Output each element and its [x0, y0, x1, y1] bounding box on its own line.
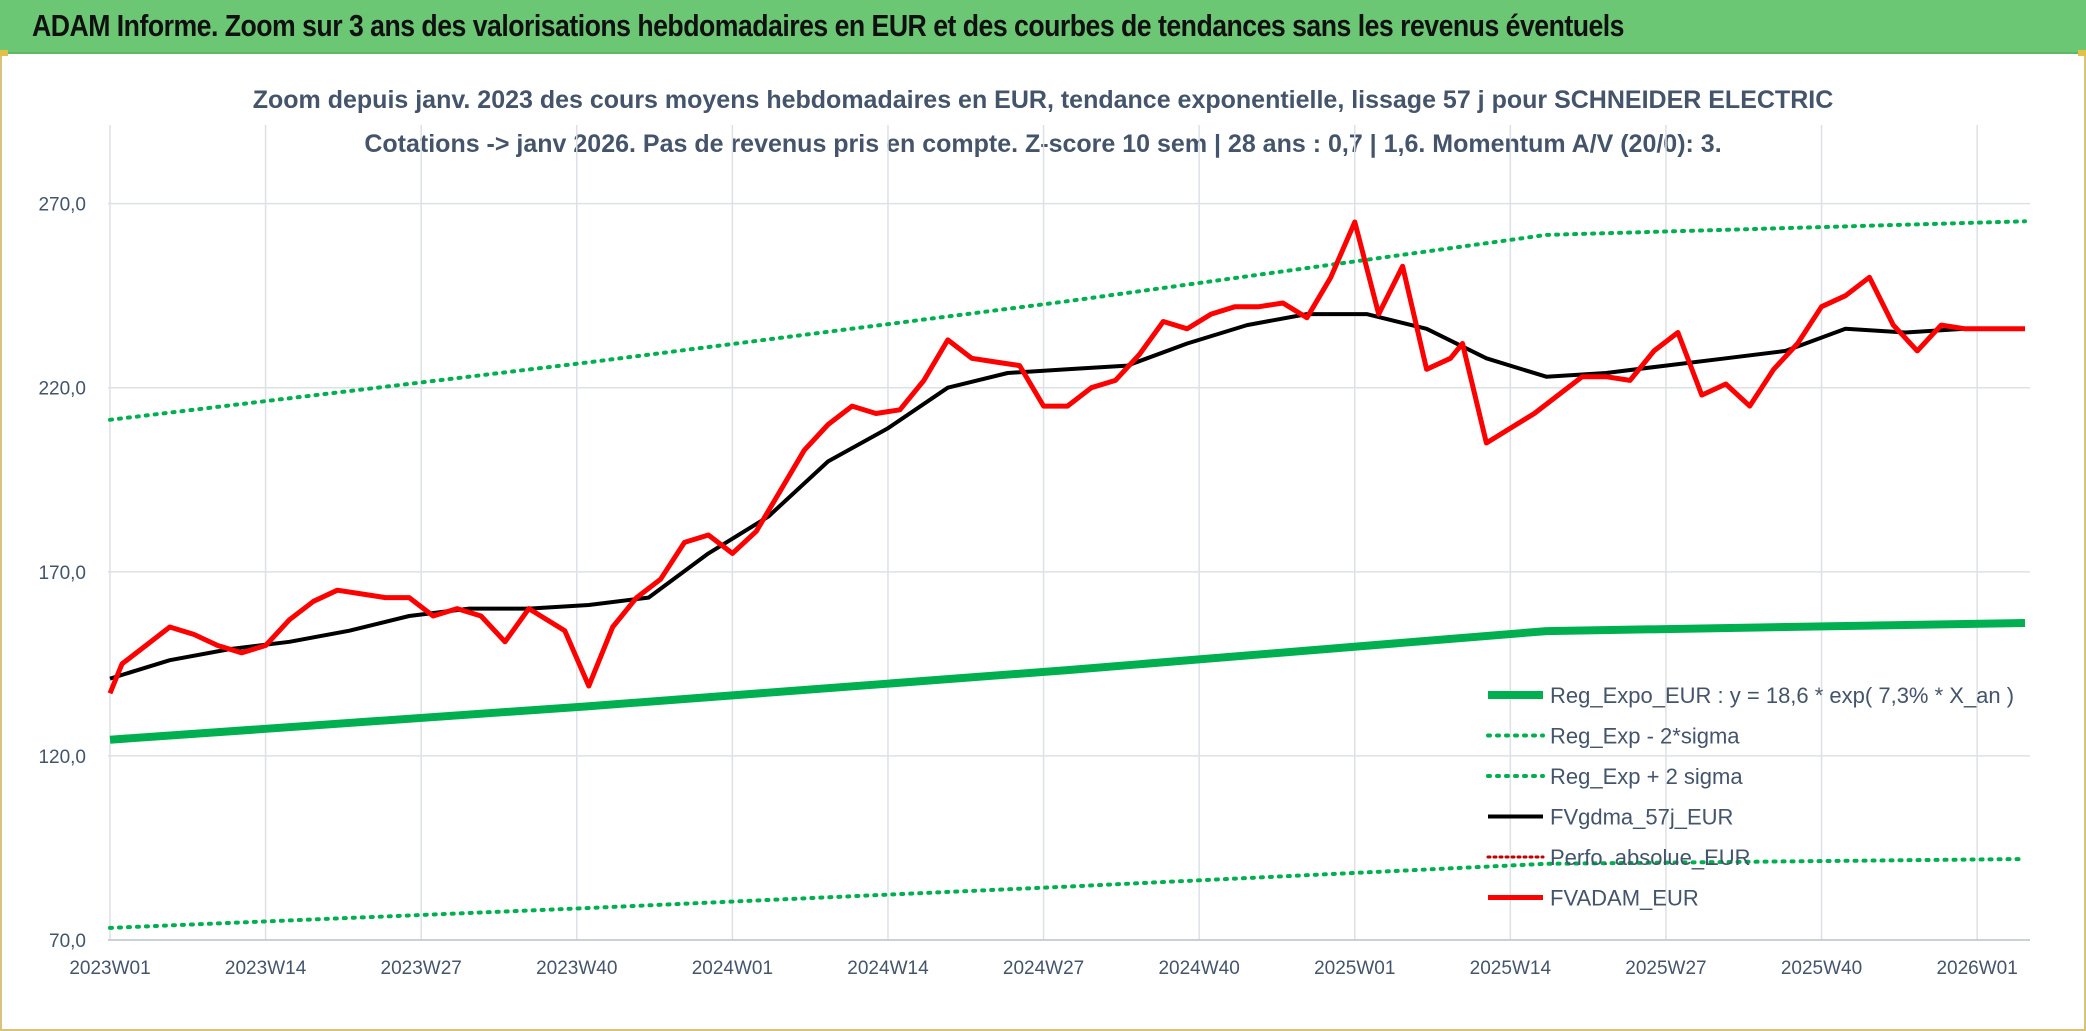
legend-label: Reg_Expo_EUR : y = 18,6 * exp( 7,3% * X_… [1550, 683, 2014, 708]
y-tick-label: 120,0 [38, 747, 86, 768]
report-banner: ADAM Informe. Zoom sur 3 ans des valoris… [0, 0, 2086, 54]
x-tick-label: 2024W14 [847, 958, 929, 979]
legend-label: FVgdma_57j_EUR [1550, 805, 1733, 830]
grid [108, 125, 2030, 941]
x-tick-label: 2023W40 [536, 958, 617, 979]
x-tick-label: 2024W01 [692, 958, 773, 979]
reg-plus-2sigma-line [108, 219, 2027, 422]
x-tick-label: 2023W14 [225, 958, 307, 979]
x-tick-label: 2026W01 [1936, 958, 2017, 979]
legend-label: Reg_Exp - 2*sigma [1550, 724, 1740, 749]
x-tick-label: 2025W14 [1470, 958, 1552, 979]
x-tick-label: 2024W40 [1158, 958, 1239, 979]
legend: Reg_Expo_EUR : y = 18,6 * exp( 7,3% * X_… [1486, 683, 2014, 911]
x-tick-label: 2025W27 [1625, 958, 1706, 979]
fvadam-line [107, 219, 2025, 695]
x-tick-label: 2024W27 [1003, 958, 1084, 979]
legend-label: Perfo. absolue_EUR [1550, 845, 1751, 870]
chart-title: Zoom depuis janv. 2023 des cours moyens … [253, 86, 1834, 114]
legend-label: Reg_Exp + 2 sigma [1550, 764, 1743, 789]
y-tick-label: 270,0 [38, 195, 86, 216]
x-tick-label: 2025W40 [1781, 958, 1862, 979]
x-tick-label: 2023W01 [69, 958, 150, 979]
x-tick-label: 2025W01 [1314, 958, 1395, 979]
banner-title: ADAM Informe. Zoom sur 3 ans des valoris… [32, 8, 1625, 43]
y-tick-label: 70,0 [49, 931, 86, 952]
x-tick-label: 2023W27 [381, 958, 462, 979]
y-tick-label: 170,0 [38, 563, 86, 584]
banner-corner-left [0, 50, 8, 56]
legend-label: FVADAM_EUR [1550, 886, 1699, 911]
reg-expo-line [109, 619, 2026, 744]
y-tick-label: 220,0 [38, 379, 86, 400]
axis-labels: 70,0 120,0 170,0 220,0 270,0 2023W01 2023W14 20… [38, 195, 2017, 979]
banner-corner-right [2078, 50, 2086, 56]
series-group [107, 219, 2027, 930]
